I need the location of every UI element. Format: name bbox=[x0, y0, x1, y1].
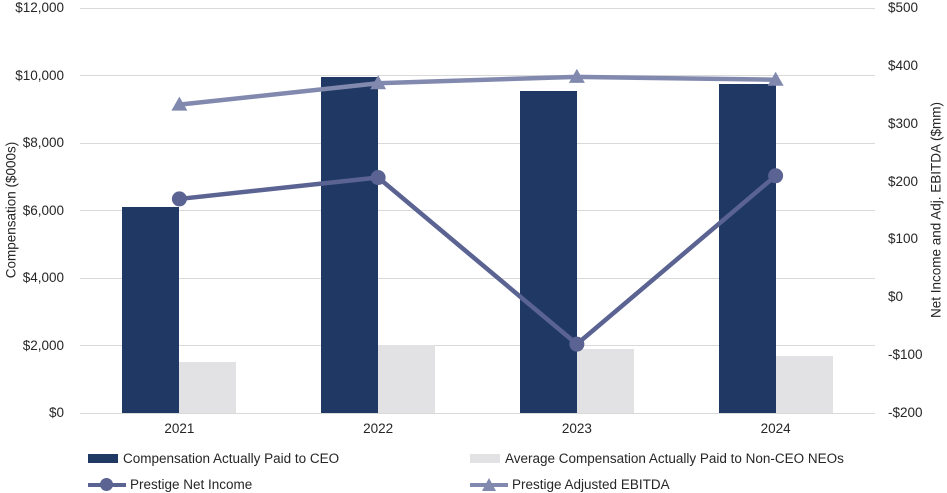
legend-bar-swatch bbox=[88, 453, 118, 463]
y-right-tick-label: $400 bbox=[888, 57, 919, 73]
legend-label: Prestige Net Income bbox=[130, 476, 253, 492]
legend-item: Prestige Adjusted EBITDA bbox=[470, 476, 670, 492]
bar-segment bbox=[576, 348, 634, 413]
triangle-marker-icon bbox=[482, 477, 496, 491]
legend-label: Average Compensation Actually Paid to No… bbox=[505, 450, 844, 466]
y-right-tick-label: $200 bbox=[888, 173, 919, 189]
y-left-tick-label: $10,000 bbox=[15, 67, 64, 83]
x-tick-label: 2024 bbox=[760, 421, 791, 436]
net-income-line bbox=[179, 174, 778, 348]
y-left-tick-label: $12,000 bbox=[15, 0, 64, 15]
y-right-tick-label: $300 bbox=[888, 115, 919, 131]
y-left-tick-label: $0 bbox=[48, 405, 64, 420]
legend-item: Compensation Actually Paid to CEO bbox=[88, 450, 339, 466]
y-left-tick-label: $8,000 bbox=[22, 135, 64, 150]
bar-segment bbox=[179, 362, 237, 413]
y-right-tick-label: $100 bbox=[888, 231, 919, 247]
legend-label: Prestige Adjusted EBITDA bbox=[512, 476, 670, 492]
gridline bbox=[80, 75, 875, 76]
legend-item: Average Compensation Actually Paid to No… bbox=[470, 450, 844, 466]
bar-segment bbox=[775, 356, 833, 413]
y-left-tick-label: $6,000 bbox=[22, 202, 64, 218]
legend-line-triangle-swatch bbox=[470, 477, 508, 492]
bar-segment bbox=[718, 83, 776, 413]
ebitda-line bbox=[179, 74, 776, 107]
x-tick-label: 2021 bbox=[164, 421, 195, 436]
y-left-tick-label: $2,000 bbox=[22, 337, 64, 353]
bar-segment bbox=[122, 207, 180, 413]
y-left-tick-label: $4,000 bbox=[22, 270, 64, 285]
bar-segment bbox=[519, 90, 577, 413]
circle-marker-icon bbox=[100, 477, 113, 491]
right-axis-title: Net Income and Adj. EBITDA ($mm) bbox=[928, 101, 944, 319]
legend-line-circle-swatch bbox=[88, 477, 126, 492]
gridline bbox=[80, 412, 875, 414]
legend-item: Prestige Net Income bbox=[88, 476, 252, 492]
triangle-marker bbox=[171, 96, 188, 111]
legend-bar-swatch bbox=[470, 453, 500, 463]
y-right-tick-label: $500 bbox=[888, 0, 919, 15]
y-right-tick-label: $0 bbox=[888, 289, 904, 305]
bar-segment bbox=[378, 344, 436, 413]
gridline bbox=[80, 7, 875, 9]
x-tick-label: 2023 bbox=[561, 421, 592, 436]
gridline bbox=[80, 142, 875, 144]
x-tick-label: 2022 bbox=[363, 421, 394, 436]
y-right-tick-label: -$100 bbox=[888, 347, 923, 363]
legend-label: Compensation Actually Paid to CEO bbox=[123, 450, 340, 466]
y-right-tick-label: -$200 bbox=[888, 405, 923, 420]
bar-segment bbox=[321, 77, 379, 413]
circle-marker bbox=[171, 191, 187, 207]
